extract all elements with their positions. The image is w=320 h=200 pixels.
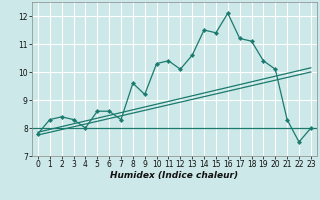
X-axis label: Humidex (Indice chaleur): Humidex (Indice chaleur) (110, 171, 238, 180)
